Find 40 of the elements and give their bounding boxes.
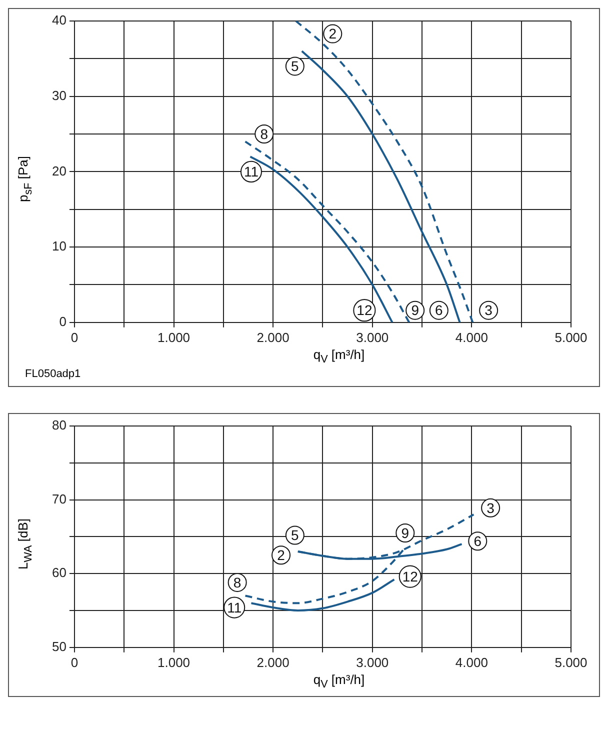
annotation: 11 [244,164,259,180]
y-tick-label: 70 [52,490,66,506]
annotation: 2 [277,546,286,563]
annotation: 6 [474,532,482,549]
x-tick-label: 5.000 [554,654,588,670]
annotation: 2 [328,26,337,42]
annotation: 5 [291,526,300,543]
annotation: 11 [227,599,242,615]
y-tick-label: 60 [52,564,66,580]
annotation: 8 [233,574,242,590]
x-tick-label: 3.000 [356,330,389,345]
y-tick-label: 40 [52,12,66,28]
annotation: 12 [356,302,372,318]
annotation: 6 [435,302,444,318]
x-tick-label: 1.000 [157,330,190,345]
x-tick-label: 5.000 [554,330,588,345]
x-tick-label: 4.000 [455,654,488,670]
annotation: 12 [402,568,418,584]
x-axis-title: q$_{V}$ [m³/h] [312,347,366,366]
x-tick-label: 0 [70,330,78,345]
y-tick-label: 10 [52,238,66,254]
annotation: 9 [401,524,410,540]
x-tick-label: 3.000 [356,654,389,670]
y-tick-label: 80 [52,417,66,432]
x-axis-title: q$_{V}$ [m³/h] [312,672,366,690]
annotation: 9 [411,302,420,318]
x-tick-label: 2.000 [256,654,290,670]
annotation: 8 [260,126,268,142]
x-tick-label: 2.000 [256,330,290,345]
x-tick-label: 0 [70,654,78,670]
text: FL050adp1 [24,366,82,382]
y-tick-label: 20 [52,163,66,178]
annotation: 5 [291,58,300,74]
y-tick-label: 30 [52,88,66,103]
x-tick-label: 4.000 [455,330,488,345]
y-tick-label: 50 [52,638,66,654]
annotation: 3 [484,302,493,318]
annotation: 3 [486,499,495,516]
y-tick-label: 0 [59,314,66,329]
x-tick-label: 1.000 [157,654,190,670]
